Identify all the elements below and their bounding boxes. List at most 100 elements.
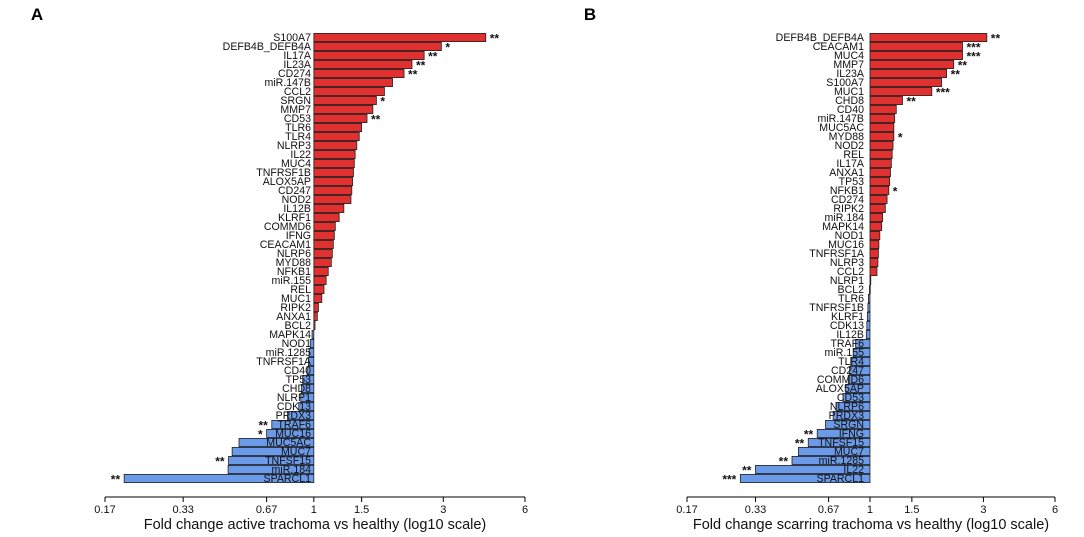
gene-label: IFNG	[839, 428, 864, 440]
gene-label: CEACAM1	[260, 239, 311, 251]
gene-label: CDK13	[830, 320, 864, 332]
gene-label: ALOX5AP	[263, 176, 311, 188]
gene-label: NOD1	[282, 338, 312, 350]
bar-muc7	[798, 446, 871, 456]
gene-label: MUC5AC	[819, 122, 864, 134]
gene-label: TLR6	[285, 122, 311, 134]
gene-label: MAPK14	[269, 329, 311, 341]
gene-label: CCL2	[284, 86, 311, 98]
bar-nfkb1	[313, 266, 329, 276]
bar-defb4b-defb4a	[869, 33, 988, 43]
bar-srgn	[313, 96, 377, 106]
gene-label: NLRP1	[277, 392, 311, 404]
gene-label: TNFSF15	[265, 455, 311, 467]
significance-marker: ***	[967, 41, 981, 55]
gene-label: CD274	[831, 194, 864, 206]
bar-mir-147b	[869, 114, 896, 124]
bar-bcl2	[313, 320, 316, 330]
bar-cd53	[313, 114, 368, 124]
gene-label: MUC4	[834, 50, 864, 62]
bar-traf6	[271, 419, 315, 429]
gene-label: miR.184	[825, 212, 865, 224]
bar-anxa1	[313, 311, 318, 321]
bar-mir-155	[852, 347, 871, 357]
gene-label: NLRP3	[830, 257, 864, 269]
bar-il17a	[313, 51, 425, 61]
gene-label: NOD2	[835, 140, 865, 152]
significance-marker: **	[958, 59, 968, 73]
bar-prdx3	[832, 410, 871, 420]
gene-label: PRDX3	[276, 410, 311, 422]
significance-marker: **	[906, 95, 916, 109]
gene-label: MUC4	[281, 158, 311, 170]
bar-nod2	[869, 140, 894, 150]
significance-marker: *	[380, 95, 385, 109]
bar-nlrp1	[300, 392, 315, 402]
gene-label: PRDX3	[829, 410, 864, 422]
significance-marker: *	[893, 185, 898, 199]
gene-label: TLR6	[838, 293, 864, 305]
bar-cd40	[869, 105, 897, 115]
x-tick-label: 6	[522, 504, 528, 516]
gene-label: IL22	[843, 464, 864, 476]
bar-mmp7	[313, 105, 374, 115]
significance-marker: **	[795, 437, 805, 451]
gene-label: miR.155	[272, 275, 312, 287]
gene-label: IL23A	[836, 68, 865, 80]
bar-commd6	[847, 374, 871, 384]
gene-label: RIPK2	[833, 203, 864, 215]
bar-muc7	[231, 446, 315, 456]
significance-marker: **	[991, 32, 1001, 46]
bar-prdx3	[287, 410, 315, 420]
gene-label: IL17A	[283, 50, 312, 62]
bar-cd40	[306, 365, 315, 375]
x-axis-label: Fold change active trachoma vs healthy (…	[144, 517, 487, 533]
gene-label: TNFRSF1A	[256, 356, 312, 368]
bar-chd8	[301, 383, 315, 393]
bar-rel	[869, 149, 893, 159]
gene-label: MAPK14	[822, 221, 864, 233]
bar-mapk14	[311, 329, 315, 339]
panel-label: A	[31, 5, 43, 24]
bar-nlrp6	[835, 401, 871, 411]
gene-label: miR.184	[272, 464, 312, 476]
bar-nlrp1	[869, 275, 872, 285]
gene-label: TRAF6	[277, 419, 311, 431]
gene-label: TNFRSF1B	[256, 167, 311, 179]
gene-label: IL23A	[283, 59, 312, 71]
significance-marker: **	[951, 68, 961, 82]
gene-label: CCL2	[837, 266, 864, 278]
bar-muc5ac	[238, 437, 315, 447]
x-tick-label: 3	[980, 504, 986, 516]
bar-alox5ap	[845, 383, 871, 393]
bar-commd6	[313, 221, 336, 231]
gene-label: TLR4	[285, 131, 311, 143]
significance-marker: *	[898, 131, 903, 145]
bar-klrf1	[866, 311, 871, 321]
bar-tnfsf15	[807, 437, 871, 447]
bar-il22	[755, 464, 871, 474]
bar-tlr4	[313, 131, 360, 141]
significance-marker: **	[215, 455, 225, 469]
bar-il22	[313, 149, 356, 159]
gene-label: MYD88	[829, 131, 864, 143]
bar-s100a7	[313, 33, 487, 43]
gene-label: NLRP1	[830, 275, 864, 287]
bar-mmp7	[869, 60, 955, 70]
gene-label: SRGN	[833, 419, 864, 431]
bar-srgn	[825, 419, 871, 429]
bar-tp53	[869, 176, 891, 186]
gene-label: TNFSF15	[818, 437, 864, 449]
gene-label: SRGN	[280, 95, 311, 107]
significance-marker: ***	[967, 50, 981, 64]
bar-il17a	[869, 158, 892, 168]
bar-mir-147b	[313, 78, 393, 88]
bar-cd274	[313, 69, 405, 79]
bar-nod1	[309, 338, 315, 348]
bar-mir-184	[869, 212, 883, 222]
gene-label: TP53	[839, 176, 864, 188]
gene-label: MUC5AC	[266, 437, 311, 449]
